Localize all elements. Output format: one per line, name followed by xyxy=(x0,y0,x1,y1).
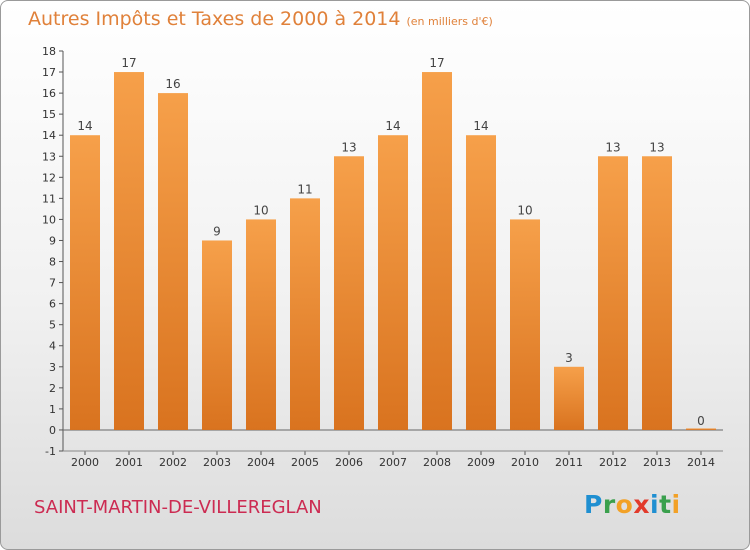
y-tick-label: 10 xyxy=(42,213,56,226)
y-tick-label: 1 xyxy=(49,403,56,416)
x-tick-label: 2013 xyxy=(643,456,671,469)
y-tick-label: 7 xyxy=(49,277,56,290)
y-tick-label: 13 xyxy=(42,150,56,163)
x-tick-label: 2006 xyxy=(335,456,363,469)
y-tick-label: 2 xyxy=(49,382,56,395)
y-tick-label: 18 xyxy=(42,45,56,58)
y-tick-label: 17 xyxy=(42,66,56,79)
bar xyxy=(246,219,276,430)
bar-value-label: 16 xyxy=(165,77,180,91)
y-tick-label: 0 xyxy=(49,424,56,437)
chart-title: Autres Impôts et Taxes de 2000 à 2014 (en… xyxy=(28,8,493,30)
x-tick-label: 2008 xyxy=(423,456,451,469)
x-tick-label: 2005 xyxy=(291,456,319,469)
x-tick-label: 2003 xyxy=(203,456,231,469)
x-tick-label: 2001 xyxy=(115,456,143,469)
y-tick-label: 16 xyxy=(42,87,56,100)
bar-value-label: 10 xyxy=(253,203,268,217)
x-tick-label: 2011 xyxy=(555,456,583,469)
x-tick-label: 2012 xyxy=(599,456,627,469)
x-tick-label: 2000 xyxy=(71,456,99,469)
bar-value-label: 14 xyxy=(385,119,400,133)
x-tick-label: 2007 xyxy=(379,456,407,469)
bar xyxy=(378,135,408,430)
bar-value-label: 14 xyxy=(77,119,92,133)
y-tick-label: 3 xyxy=(49,361,56,374)
y-tick-label: 12 xyxy=(42,171,56,184)
bar xyxy=(334,156,364,430)
x-tick-label: 2014 xyxy=(687,456,715,469)
bar-value-label: 17 xyxy=(121,56,136,70)
bar xyxy=(510,219,540,430)
bar xyxy=(554,366,584,430)
y-tick-label: 5 xyxy=(49,319,56,332)
y-tick-label: 4 xyxy=(49,340,56,353)
x-tick-label: 2010 xyxy=(511,456,539,469)
y-tick-label: 14 xyxy=(42,129,56,142)
bar-value-label: 14 xyxy=(473,119,488,133)
x-tick-label: 2009 xyxy=(467,456,495,469)
x-tick-label: 2002 xyxy=(159,456,187,469)
chart-title-text: Autres Impôts et Taxes de 2000 à 2014 xyxy=(28,8,401,30)
proxiti-logo: Proxiti xyxy=(584,490,681,519)
bar-value-label: 3 xyxy=(565,351,573,365)
x-tick-label: 2004 xyxy=(247,456,275,469)
bar xyxy=(598,156,628,430)
bar xyxy=(114,72,144,430)
bar xyxy=(642,156,672,430)
commune-name: SAINT-MARTIN-DE-VILLEREGLAN xyxy=(34,497,322,518)
bar-value-label: 13 xyxy=(341,140,356,154)
y-tick-label: 11 xyxy=(42,192,56,205)
bar-value-label: 13 xyxy=(649,140,664,154)
y-tick-label: 8 xyxy=(49,256,56,269)
bar-value-label: 0 xyxy=(697,414,705,428)
bar xyxy=(686,428,716,430)
bar-value-label: 17 xyxy=(429,56,444,70)
bar xyxy=(202,240,232,430)
bar xyxy=(422,72,452,430)
bar-value-label: 9 xyxy=(213,224,221,238)
bar xyxy=(158,93,188,430)
bar xyxy=(290,198,320,430)
y-tick-label: 6 xyxy=(49,298,56,311)
y-tick-label: 15 xyxy=(42,108,56,121)
bar-value-label: 13 xyxy=(605,140,620,154)
bar xyxy=(70,135,100,430)
bar-value-label: 11 xyxy=(297,182,312,196)
y-tick-label: -1 xyxy=(45,445,56,458)
chart-unit: (en milliers d'€) xyxy=(406,15,493,28)
bar-value-label: 10 xyxy=(517,203,532,217)
y-tick-label: 9 xyxy=(49,234,56,247)
bar xyxy=(466,135,496,430)
